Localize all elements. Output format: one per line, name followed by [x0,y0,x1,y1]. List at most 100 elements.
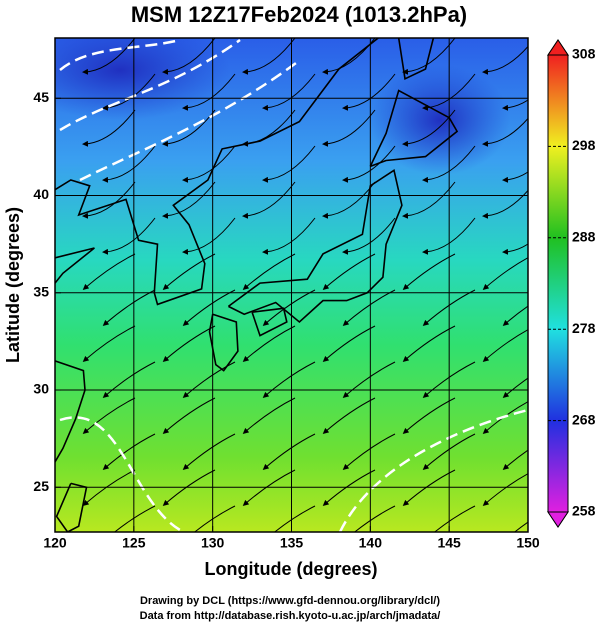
streamline [113,505,156,532]
streamline [422,145,476,183]
streamline [162,469,216,506]
y-tick-label: 35 [33,283,49,299]
x-tick-label: 150 [516,535,540,551]
x-tick-label: 135 [280,535,304,551]
streamline [262,289,316,326]
x-tick-label: 125 [122,535,146,551]
streamline [182,361,236,398]
streamline [482,257,528,290]
streamline [402,325,456,362]
streamline [273,505,316,532]
streamline [482,117,528,147]
coastline [55,247,95,284]
x-tick-label: 140 [359,535,383,551]
streamline [193,505,236,532]
colorbar: 258 268 278 288 298 308 [547,39,596,528]
footer-source: Data from http://database.rish.kyoto-u.a… [140,610,441,622]
streamline [402,109,456,147]
streamline [102,145,156,183]
isotherms [59,38,528,532]
streamline [402,38,456,75]
coastline [55,360,86,463]
coastline [208,313,239,372]
y-axis-label: Latitude (degrees) [3,207,23,363]
colorbar-tick-label: 278 [572,320,596,336]
streamline [82,253,136,290]
streamline [502,243,528,255]
colorbar-tick-label: 268 [572,411,596,427]
y-tick-label: 30 [33,381,49,397]
colorbar-tick-label: 258 [572,503,596,519]
chart-title: MSM 12Z17Feb2024 (1013.2hPa) [131,2,467,27]
streamline [102,361,156,398]
streamline [182,289,236,326]
streamline [182,217,236,255]
streamline [433,505,476,532]
x-tick-label: 120 [43,535,67,551]
streamline [242,325,296,362]
plot-frame [54,37,529,533]
streamline [502,99,528,111]
coastline [251,307,288,337]
streamline [102,217,156,255]
colorbar-tick-label: 288 [572,229,596,245]
streamline [402,397,456,434]
streamline [242,38,296,75]
streamline [242,469,296,506]
streamline [262,361,316,398]
streamline [82,325,136,362]
streamline [422,433,476,470]
streamline [422,289,476,326]
streamline [162,181,216,219]
streamline [242,397,296,434]
cold-region [370,65,510,175]
streamline [402,253,456,290]
streamline [482,401,528,434]
streamline [262,217,316,255]
x-axis-label: Longitude (degrees) [204,559,377,579]
streamline [502,171,528,183]
streamline [242,253,296,290]
streamline [82,109,136,147]
footer-credit: Drawing by DCL (https://www.gfd-dennou.o… [140,595,440,607]
streamline [402,469,456,506]
streamline [402,181,456,219]
streamline [182,433,236,470]
coastline [55,482,88,532]
streamline [162,397,216,434]
y-tick-label: 45 [33,89,49,105]
streamline [82,397,136,434]
coastline [397,38,435,80]
colorbar-tick-label: 308 [572,46,596,62]
streamline [502,377,528,398]
coastline [55,38,379,306]
streamline [82,38,136,75]
streamline [262,145,316,183]
colorbar-end-high [547,39,569,56]
x-tick-label: 130 [201,535,225,551]
colorbar-end-low [547,511,569,528]
x-tick-label: 145 [437,535,461,551]
streamline [482,473,528,506]
streamline [482,45,528,75]
streamline [502,305,528,326]
colorbar-tick-label: 298 [572,137,596,153]
streamline [262,433,316,470]
y-tick-label: 25 [33,478,49,494]
streamline [162,253,216,290]
streamline [422,361,476,398]
streamline [102,289,156,326]
streamline [422,217,476,255]
streamline [482,329,528,362]
streamline [162,38,216,75]
streamline [102,433,156,470]
coastline [369,89,459,168]
streamline [182,145,236,183]
streamline [242,181,296,219]
streamline [82,469,136,506]
cold-region [55,38,230,120]
streamline [82,181,136,219]
colorbar-body [547,54,569,513]
streamline [482,189,528,219]
